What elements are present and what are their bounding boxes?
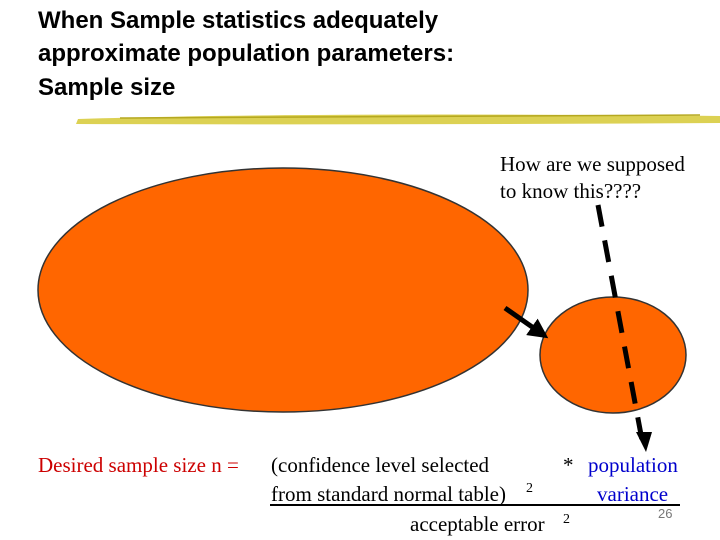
dashed-arrowhead — [636, 432, 652, 452]
sample-ellipse — [539, 296, 687, 414]
brush-streak — [119, 114, 701, 119]
population-ellipse — [37, 167, 529, 413]
callout-line: to know this???? — [500, 179, 641, 203]
exponent: 2 — [563, 512, 570, 527]
formula-numerator: from standard normal table) — [271, 482, 506, 506]
formula-lead: Desired sample size n = — [38, 453, 239, 477]
callout-line: How are we supposed — [500, 152, 685, 176]
formula-denominator: acceptable error — [410, 512, 545, 536]
exponent: 2 — [526, 481, 533, 496]
formula-numerator: (confidence level selected — [271, 453, 490, 477]
slide-number: 26 — [658, 506, 672, 521]
title-line: approximate population parameters: — [38, 40, 454, 67]
dashed-line — [595, 204, 645, 441]
formula-variance: variance — [597, 482, 668, 506]
formula-times: * — [563, 453, 574, 477]
formula-variance: population — [588, 453, 678, 477]
sampling-arrow — [503, 305, 549, 339]
title-line: Sample size — [38, 74, 175, 101]
title-line: When Sample statistics adequately — [38, 7, 439, 34]
